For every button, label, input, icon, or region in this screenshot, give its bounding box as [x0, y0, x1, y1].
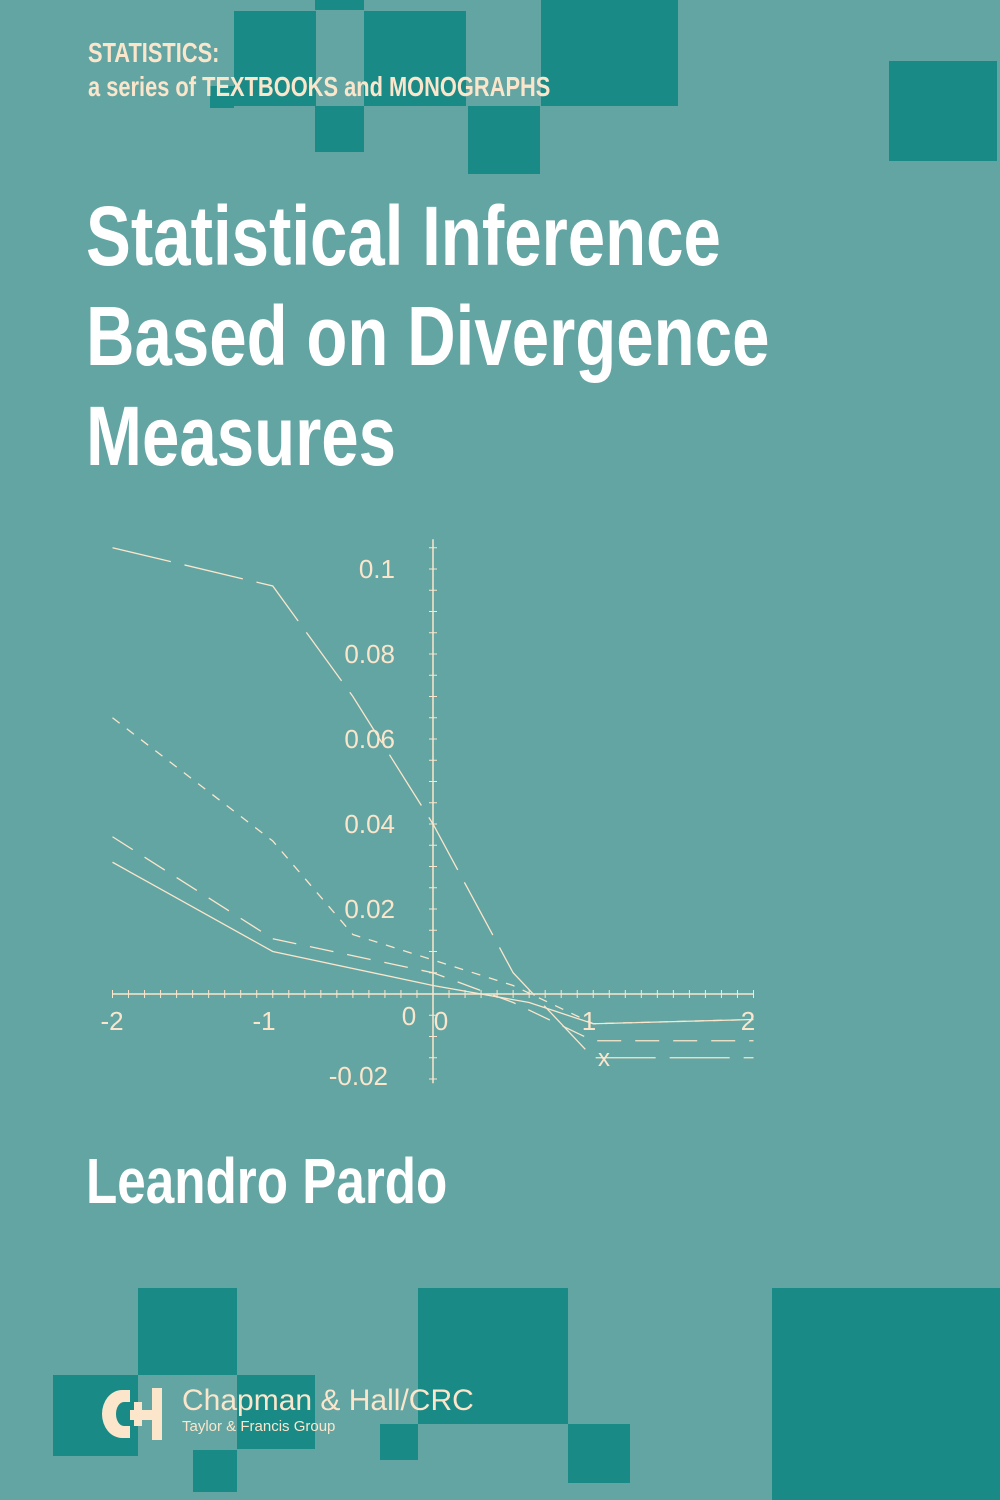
decor-square: [237, 1375, 315, 1449]
y-tick-label: 0.1: [359, 554, 395, 584]
y-tick-label: 0.08: [344, 639, 395, 669]
y-tick-label: 0.04: [344, 809, 395, 839]
x-tick-label: 2: [741, 1006, 755, 1036]
x-tick-label: 0: [434, 1006, 448, 1036]
decor-square: [468, 106, 540, 174]
title-line-1: Statistical Inference: [86, 189, 721, 283]
decor-square: [380, 1424, 418, 1460]
decor-square: [315, 106, 364, 152]
x-tick-label: -2: [100, 1006, 123, 1036]
x-axis-label: x: [598, 1045, 610, 1072]
series-line-3: [112, 836, 754, 1042]
decor-square: [418, 1288, 568, 1424]
x-tick-label: 1: [582, 1006, 596, 1036]
series-line-2: a series of TEXTBOOKS and MONOGRAPHS: [88, 71, 551, 102]
y-tick-label: 0.02: [344, 894, 395, 924]
decor-square: [210, 86, 234, 108]
title-line-3: Measures: [86, 389, 397, 483]
y-tick-label: 0.06: [344, 724, 395, 754]
publisher: Chapman & Hall/CRC Taylor & Francis Grou…: [182, 1384, 474, 1435]
decor-square: [193, 1450, 237, 1492]
series-line-4: [112, 861, 754, 1025]
series-line-1: [112, 547, 754, 1059]
x-tick-label: 0: [402, 1001, 416, 1031]
decor-square: [138, 1288, 237, 1375]
y-tick-label: -0.02: [329, 1061, 388, 1091]
publisher-name: Chapman & Hall/CRC: [182, 1384, 474, 1417]
book-title: Statistical Inference Based on Divergenc…: [86, 186, 769, 486]
chapman-hall-logo: [102, 1388, 162, 1440]
series-label: STATISTICS: a series of TEXTBOOKS and MO…: [88, 36, 550, 104]
x-tick-label: -1: [252, 1006, 275, 1036]
decor-square: [234, 11, 316, 106]
decor-square: [364, 11, 466, 106]
decor-square: [541, 0, 678, 106]
decor-square: [772, 1288, 1000, 1500]
decor-square: [568, 1424, 630, 1483]
decor-square: [315, 0, 364, 10]
author-name: Leandro Pardo: [86, 1145, 448, 1217]
series-line-1: STATISTICS:: [88, 37, 220, 68]
title-line-2: Based on Divergence: [86, 289, 770, 383]
publisher-group: Taylor & Francis Group: [182, 1418, 336, 1435]
decor-square: [53, 1375, 138, 1456]
decor-square: [889, 61, 997, 161]
